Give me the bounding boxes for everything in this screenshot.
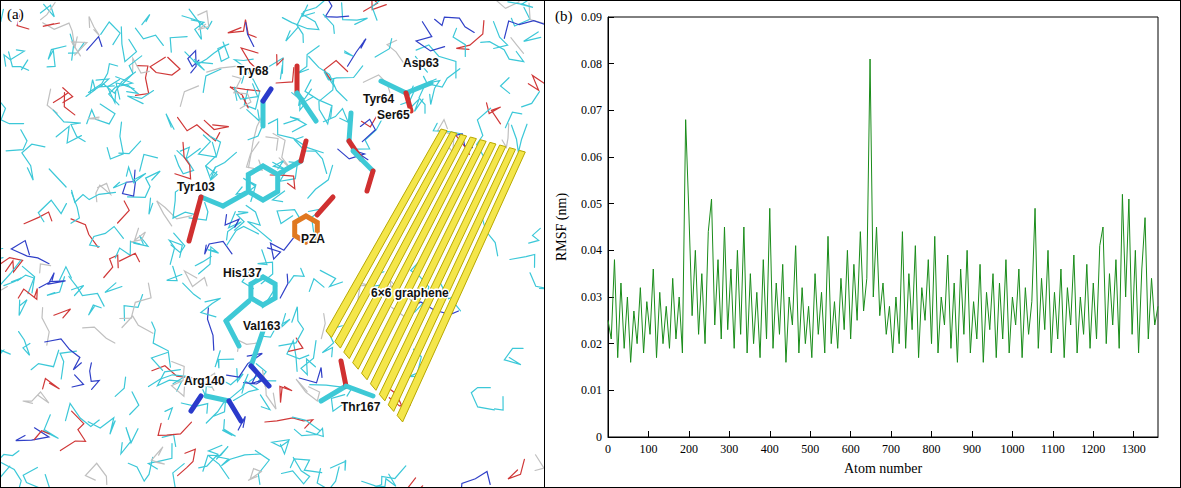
- svg-text:Atom number: Atom number: [844, 461, 922, 476]
- svg-text:6×6 graphene: 6×6 graphene: [371, 286, 449, 300]
- svg-text:Asp63: Asp63: [403, 56, 439, 70]
- svg-text:600: 600: [842, 442, 860, 456]
- svg-text:0.09: 0.09: [581, 10, 602, 24]
- svg-text:0.01: 0.01: [581, 383, 602, 397]
- svg-text:Thr167: Thr167: [341, 400, 381, 414]
- svg-text:300: 300: [720, 442, 738, 456]
- svg-text:His137: His137: [223, 266, 262, 280]
- svg-text:(b): (b): [555, 8, 573, 25]
- svg-text:0: 0: [596, 430, 602, 444]
- svg-text:900: 900: [963, 442, 981, 456]
- svg-text:500: 500: [801, 442, 819, 456]
- svg-text:200: 200: [680, 442, 698, 456]
- svg-text:0.02: 0.02: [581, 337, 602, 351]
- svg-text:0.03: 0.03: [581, 290, 602, 304]
- svg-text:Tyr103: Tyr103: [177, 180, 215, 194]
- svg-text:1200: 1200: [1081, 442, 1105, 456]
- svg-text:Ser65: Ser65: [377, 108, 410, 122]
- svg-text:Tyr64: Tyr64: [363, 92, 394, 106]
- svg-text:1000: 1000: [1000, 442, 1024, 456]
- svg-text:800: 800: [923, 442, 941, 456]
- svg-text:1300: 1300: [1122, 442, 1146, 456]
- svg-text:PZA: PZA: [301, 232, 325, 246]
- svg-text:Try68: Try68: [237, 64, 269, 78]
- svg-text:400: 400: [761, 442, 779, 456]
- svg-text:0.05: 0.05: [581, 197, 602, 211]
- svg-text:(a): (a): [7, 6, 24, 23]
- svg-text:RMSF (nm): RMSF (nm): [554, 193, 570, 261]
- svg-text:700: 700: [882, 442, 900, 456]
- svg-text:Arg140: Arg140: [184, 374, 225, 388]
- svg-text:0: 0: [605, 442, 611, 456]
- svg-text:0.04: 0.04: [581, 243, 602, 257]
- svg-text:100: 100: [639, 442, 657, 456]
- svg-text:0.07: 0.07: [581, 103, 602, 117]
- svg-text:Val163: Val163: [243, 319, 281, 333]
- svg-text:0.08: 0.08: [581, 57, 602, 71]
- svg-text:0.06: 0.06: [581, 150, 602, 164]
- svg-text:1100: 1100: [1041, 442, 1065, 456]
